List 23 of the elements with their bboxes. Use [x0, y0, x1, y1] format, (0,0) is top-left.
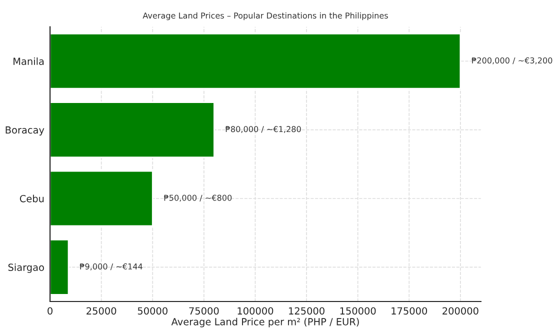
data-label: ₱80,000 / ~€1,280: [226, 126, 301, 133]
x-tick-label: 25000: [86, 307, 116, 315]
bar: [50, 102, 215, 158]
y-tick-label: Boracay: [6, 126, 44, 136]
x-tick-label: 125000: [289, 307, 324, 315]
y-tick-label: Cebu: [20, 194, 44, 202]
y-tick-label: Manila: [14, 57, 44, 65]
x-axis-title: Average Land Price per m² (PHP / EUR): [171, 318, 359, 328]
data-label: ₱9,000 / ~€144: [80, 263, 142, 270]
x-tick-label: 200000: [442, 307, 478, 315]
chart-title: Average Land Prices – Popular Destinations in the Philippines: [142, 12, 388, 20]
x-tick-label: 175000: [392, 307, 428, 315]
y-tick-label: Siargao: [8, 263, 44, 273]
bar: [50, 239, 70, 296]
data-label: ₱50,000 / ~€800: [164, 194, 232, 202]
x-tick-label: 100000: [238, 307, 274, 315]
x-tick-label: 75000: [189, 307, 219, 315]
bar: [50, 32, 462, 90]
data-label: ₱200,000 / ~€3,200: [472, 57, 552, 64]
bar: [50, 170, 154, 227]
x-tick-label: 150000: [340, 307, 376, 315]
x-tick-label: 0: [48, 307, 52, 315]
x-tick-label: 50000: [138, 307, 168, 315]
